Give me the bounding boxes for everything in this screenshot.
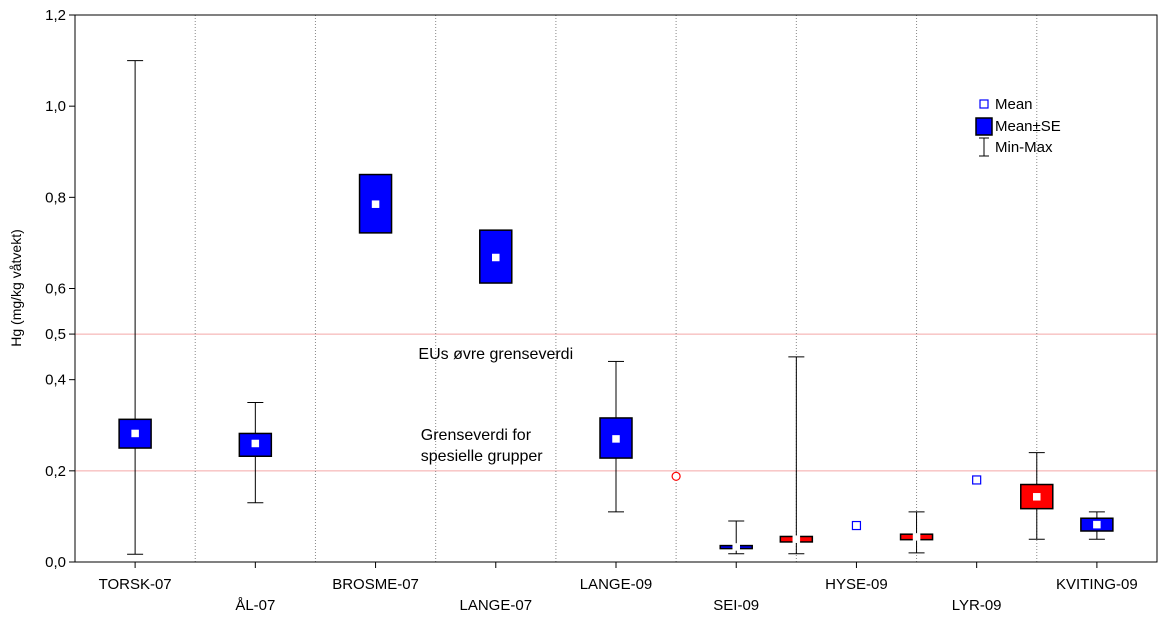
y-tick-label: 0,6 (45, 281, 66, 298)
y-tick-label: 1,2 (45, 7, 66, 24)
mean-marker (1093, 520, 1101, 529)
x-tick-label: LANGE-07 (460, 597, 533, 614)
annotations: EUs øvre grenseverdi Grenseverdi for spesi… (418, 346, 573, 465)
x-tick-label: KVITING-09 (1056, 576, 1138, 593)
x-tick-label: TORSK-07 (99, 576, 172, 593)
mean-marker (1033, 493, 1041, 501)
x-tick-label: ÅL-07 (235, 597, 275, 614)
annotation-special-groups: Grenseverdi for (421, 427, 532, 444)
x-tick-label: HYSE-09 (825, 576, 888, 593)
x-tick-label: LYR-09 (952, 597, 1002, 614)
y-tick-label: 0,5 (45, 326, 66, 343)
box-brosme-07-a (358, 173, 393, 234)
box-sei-09-a (719, 520, 753, 555)
box-sei-09-b (779, 356, 814, 555)
box-lange-07-a (479, 229, 513, 284)
x-tick-label: LANGE-09 (580, 576, 653, 593)
annotation-eu-limit: EUs øvre grenseverdi (418, 346, 573, 363)
box-torsk-07-a (118, 60, 152, 555)
y-axis: 0,0 0,2 0,4 0,5 0,6 0,8 1,0 1,2 (45, 7, 75, 571)
box-lange-09-b (671, 471, 681, 481)
y-tick-label: 0,4 (45, 372, 66, 389)
x-tick-label: SEI-09 (713, 597, 759, 614)
box-ål-07-a (238, 401, 273, 504)
box-lyr-09-a (972, 475, 982, 485)
x-tick-label: BROSME-07 (332, 576, 419, 593)
legend-minmax-label: Min-Max (995, 139, 1053, 156)
legend: Mean Mean±SE Min-Max (975, 96, 1061, 157)
legend-se-label: Mean±SE (995, 118, 1061, 135)
box-kviting-09-a (1080, 511, 1114, 540)
category-dividers (194, 15, 1038, 562)
data-marks (118, 60, 1114, 555)
box-hyse-09-a (851, 520, 862, 531)
y-tick-label: 1,0 (45, 98, 66, 115)
mean-marker (972, 475, 982, 485)
mean-marker (851, 520, 862, 531)
y-axis-title: Hg (mg/kg våtvekt) (8, 229, 24, 346)
y-tick-label: 0,2 (45, 463, 66, 480)
mean-marker (671, 471, 681, 481)
box-lyr-09-b (1020, 452, 1054, 540)
legend-se-symbol (975, 117, 993, 136)
legend-mean-label: Mean (995, 96, 1033, 113)
mean-marker (912, 533, 921, 541)
box-hyse-09-b (899, 511, 934, 554)
mean-marker (792, 535, 801, 543)
mean-marker (612, 435, 620, 443)
y-tick-label: 0,0 (45, 554, 66, 571)
mean-marker (131, 429, 139, 438)
legend-mean-symbol (979, 99, 989, 109)
mean-marker (251, 439, 260, 448)
mean-marker (492, 253, 500, 262)
mean-marker (732, 543, 740, 551)
box-lange-09-a (599, 360, 633, 513)
annotation-special-groups: spesielle grupper (421, 448, 544, 465)
y-tick-label: 0,8 (45, 189, 66, 206)
x-axis: TORSK-07 ÅL-07 BROSME-07 LANGE-07 LANGE-09 SE… (99, 562, 1138, 614)
mean-marker (371, 200, 380, 208)
